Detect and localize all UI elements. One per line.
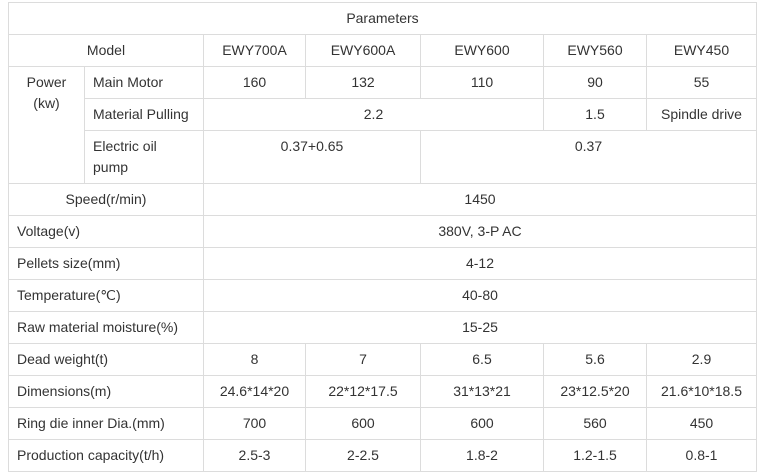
cell: 450 bbox=[646, 407, 757, 440]
cell: 7 bbox=[305, 343, 421, 376]
cell: 2.2 bbox=[203, 98, 544, 131]
model: EWY450 bbox=[646, 34, 757, 67]
spec-row: Production capacity(t/h) 2.5-3 2-2.5 1.8-2 1… bbox=[8, 439, 757, 472]
row-label: Dead weight(t) bbox=[8, 343, 204, 376]
cell: 132 bbox=[305, 66, 421, 99]
row-label: Temperature(℃) bbox=[8, 279, 204, 312]
cell: 2.5-3 bbox=[203, 439, 306, 472]
model-row: Model EWY700A EWY600A EWY600 EWY560 EWY4… bbox=[8, 34, 757, 67]
cell: 5.6 bbox=[543, 343, 647, 376]
cell: 0.37 bbox=[420, 130, 757, 184]
cell: 55 bbox=[646, 66, 757, 99]
spec-row: Speed(r/min) 1450 bbox=[8, 183, 757, 216]
parameters-table: Parameters Model EWY700A EWY600A EWY600 … bbox=[8, 2, 757, 472]
cell: 1.2-1.5 bbox=[543, 439, 647, 472]
title-row: Parameters bbox=[8, 2, 757, 35]
cell: 600 bbox=[420, 407, 544, 440]
row-label: Dimensions(m) bbox=[8, 375, 204, 408]
cell: 31*13*21 bbox=[420, 375, 544, 408]
power-label: Power (kw) bbox=[8, 66, 85, 184]
row-label: Speed(r/min) bbox=[8, 183, 204, 216]
cell: 1.8-2 bbox=[420, 439, 544, 472]
cell: 6.5 bbox=[420, 343, 544, 376]
row-label: Electric oil pump bbox=[84, 130, 204, 184]
cell: 4-12 bbox=[203, 247, 757, 280]
spec-row: Temperature(℃) 40-80 bbox=[8, 279, 757, 312]
cell: 24.6*14*20 bbox=[203, 375, 306, 408]
cell: 22*12*17.5 bbox=[305, 375, 421, 408]
cell: 23*12.5*20 bbox=[543, 375, 647, 408]
cell: 1.5 bbox=[543, 98, 647, 131]
row-label: Main Motor bbox=[84, 66, 204, 99]
cell: 1450 bbox=[203, 183, 757, 216]
cell: 380V, 3-P AC bbox=[203, 215, 757, 248]
model: EWY600A bbox=[305, 34, 421, 67]
cell: 700 bbox=[203, 407, 306, 440]
cell: 21.6*10*18.5 bbox=[646, 375, 757, 408]
spec-row: Dimensions(m) 24.6*14*20 22*12*17.5 31*13*2… bbox=[8, 375, 757, 408]
row-label: Material Pulling bbox=[84, 98, 204, 131]
model: EWY600 bbox=[420, 34, 544, 67]
cell: 90 bbox=[543, 66, 647, 99]
spec-row: Raw material moisture(%) 15-25 bbox=[8, 311, 757, 344]
row-label: Pellets size(mm) bbox=[8, 247, 204, 280]
electric-oil-pump-row: Electric oil pump 0.37+0.65 0.37 bbox=[9, 130, 757, 184]
cell: 8 bbox=[203, 343, 306, 376]
main-motor-row: Power (kw) Main Motor 160 132 110 90 55 bbox=[8, 66, 757, 184]
spec-row: Ring die inner Dia.(mm) 700 600 600 560 450 bbox=[8, 407, 757, 440]
cell: 15-25 bbox=[203, 311, 757, 344]
material-pulling-row: Material Pulling 2.2 1.5 Spindle drive bbox=[9, 98, 757, 131]
cell: 110 bbox=[420, 66, 544, 99]
row-label: Production capacity(t/h) bbox=[8, 439, 204, 472]
cell: 160 bbox=[203, 66, 306, 99]
cell: 600 bbox=[305, 407, 421, 440]
table-title: Parameters bbox=[8, 2, 757, 35]
spec-row: Dead weight(t) 8 7 6.5 5.6 2.9 bbox=[8, 343, 757, 376]
cell: 0.37+0.65 bbox=[203, 130, 421, 184]
row-label: Model bbox=[8, 34, 204, 67]
row-label: Voltage(v) bbox=[8, 215, 204, 248]
cell: 2-2.5 bbox=[305, 439, 421, 472]
cell: 2.9 bbox=[646, 343, 757, 376]
row-label: Raw material moisture(%) bbox=[8, 311, 204, 344]
cell: 40-80 bbox=[203, 279, 757, 312]
spec-row: Pellets size(mm) 4-12 bbox=[8, 247, 757, 280]
model: EWY560 bbox=[543, 34, 647, 67]
spec-row: Voltage(v) 380V, 3-P AC bbox=[8, 215, 757, 248]
cell: Spindle drive bbox=[646, 98, 757, 131]
model: EWY700A bbox=[203, 34, 306, 67]
cell: 0.8-1 bbox=[646, 439, 757, 472]
cell: 560 bbox=[543, 407, 647, 440]
row-label: Ring die inner Dia.(mm) bbox=[8, 407, 204, 440]
